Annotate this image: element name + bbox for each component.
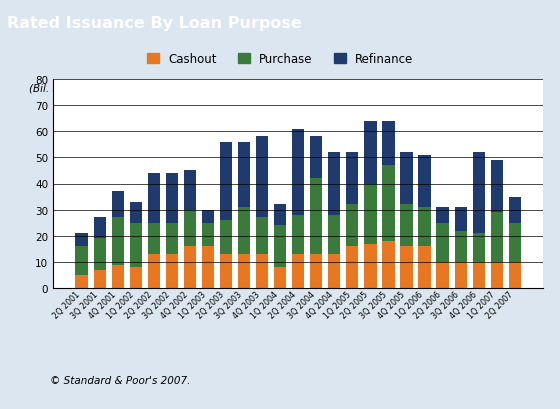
Bar xyxy=(473,234,485,262)
Bar xyxy=(310,254,323,288)
Bar xyxy=(491,161,503,213)
Bar xyxy=(238,142,250,207)
Bar xyxy=(76,234,88,247)
Bar xyxy=(292,215,304,254)
Bar xyxy=(418,207,431,247)
Bar xyxy=(238,207,250,254)
Bar xyxy=(202,247,214,288)
Bar xyxy=(382,121,395,166)
Bar xyxy=(455,207,467,231)
Bar xyxy=(346,205,358,247)
Bar xyxy=(455,262,467,288)
Bar xyxy=(328,153,340,215)
Text: © Standard & Poor's 2007.: © Standard & Poor's 2007. xyxy=(50,375,191,385)
Bar xyxy=(508,262,521,288)
Bar xyxy=(508,197,521,223)
Bar xyxy=(436,207,449,223)
Bar xyxy=(508,223,521,262)
Bar xyxy=(129,267,142,288)
Bar xyxy=(418,155,431,207)
Bar xyxy=(328,215,340,254)
Bar xyxy=(274,226,286,267)
Bar xyxy=(256,137,268,218)
Bar xyxy=(346,153,358,205)
Bar xyxy=(94,239,106,270)
Bar xyxy=(148,173,160,223)
Text: (Bil. $): (Bil. $) xyxy=(29,83,63,93)
Bar xyxy=(184,171,196,210)
Bar xyxy=(220,220,232,254)
Bar xyxy=(328,254,340,288)
Bar xyxy=(436,223,449,262)
Bar xyxy=(400,153,413,205)
Bar xyxy=(202,223,214,247)
Bar xyxy=(473,153,485,234)
Bar xyxy=(148,223,160,254)
Bar xyxy=(274,205,286,226)
Bar xyxy=(400,247,413,288)
Bar xyxy=(166,223,178,254)
Bar xyxy=(220,254,232,288)
Bar xyxy=(364,244,376,288)
Bar xyxy=(184,210,196,247)
Bar xyxy=(364,121,376,184)
Bar xyxy=(400,205,413,247)
Bar xyxy=(418,247,431,288)
Bar xyxy=(148,254,160,288)
Bar xyxy=(76,275,88,288)
Bar xyxy=(473,262,485,288)
Bar xyxy=(292,129,304,215)
Bar xyxy=(94,218,106,239)
Bar xyxy=(436,262,449,288)
Bar xyxy=(111,192,124,218)
Bar xyxy=(166,254,178,288)
Bar xyxy=(256,218,268,254)
Bar xyxy=(76,247,88,275)
Bar xyxy=(491,262,503,288)
Bar xyxy=(238,254,250,288)
Text: Rated Issuance By Loan Purpose: Rated Issuance By Loan Purpose xyxy=(7,16,301,31)
Bar xyxy=(491,213,503,262)
Bar xyxy=(166,173,178,223)
Bar xyxy=(382,166,395,241)
Bar xyxy=(382,241,395,288)
Legend: Cashout, Purchase, Refinance: Cashout, Purchase, Refinance xyxy=(142,48,418,70)
Bar xyxy=(310,179,323,254)
Bar xyxy=(310,137,323,179)
Bar xyxy=(346,247,358,288)
Bar xyxy=(129,223,142,267)
Bar xyxy=(111,265,124,288)
Bar xyxy=(274,267,286,288)
Bar xyxy=(94,270,106,288)
Bar xyxy=(220,142,232,220)
Bar xyxy=(129,202,142,223)
Bar xyxy=(256,254,268,288)
Bar xyxy=(202,210,214,223)
Bar xyxy=(184,247,196,288)
Bar xyxy=(111,218,124,265)
Bar xyxy=(455,231,467,262)
Bar xyxy=(292,254,304,288)
Bar xyxy=(364,184,376,244)
